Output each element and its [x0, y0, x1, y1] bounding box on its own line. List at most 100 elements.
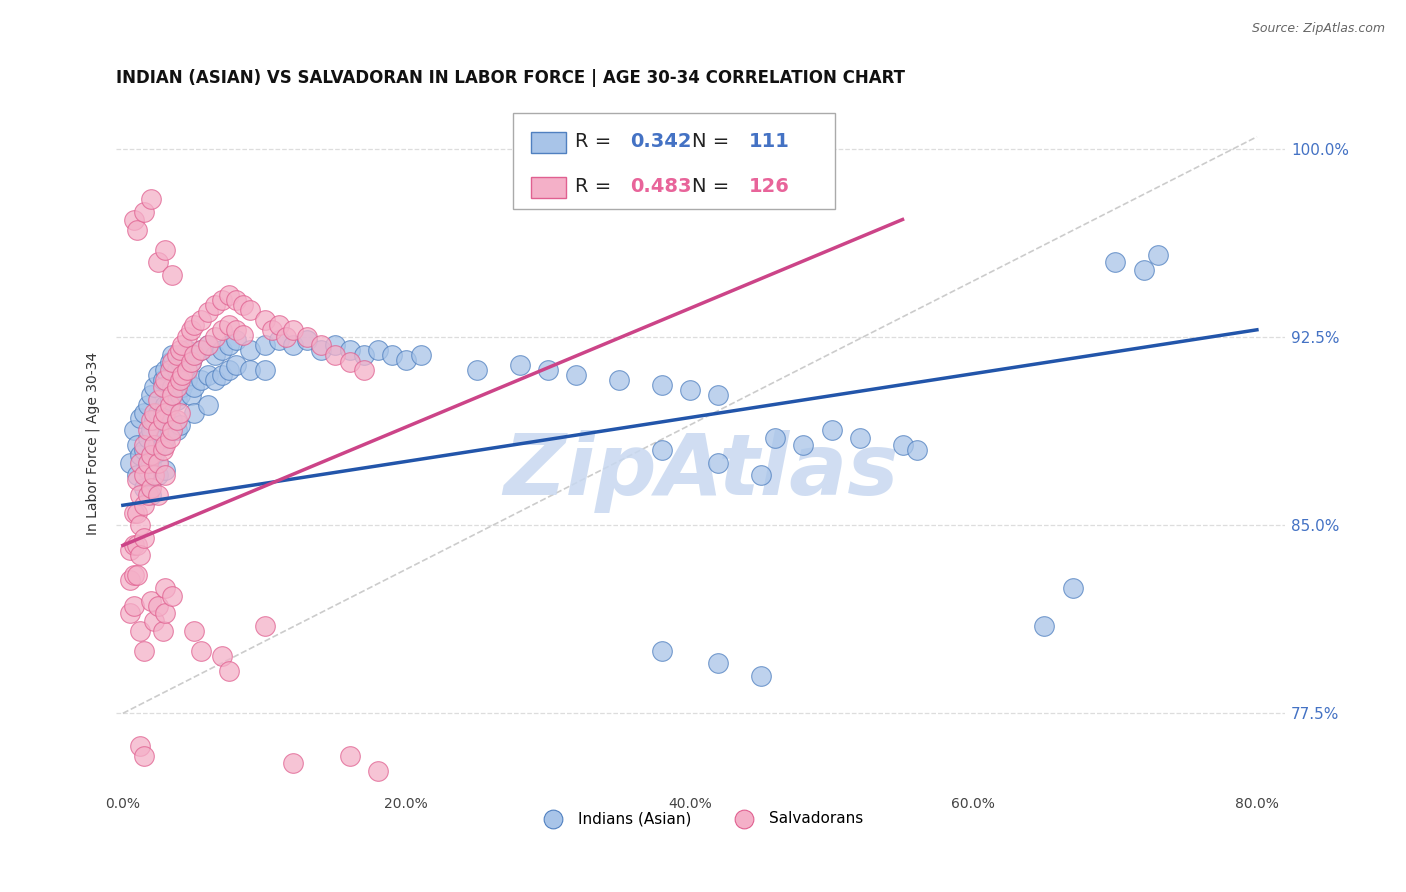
Point	[218, 363, 240, 377]
Point	[152, 380, 174, 394]
Point	[152, 413, 174, 427]
Point	[166, 363, 188, 377]
Point	[159, 423, 181, 437]
Point	[395, 352, 418, 367]
Point	[409, 348, 432, 362]
Point	[169, 405, 191, 419]
Point	[138, 431, 160, 445]
Point	[162, 348, 184, 362]
Point	[134, 205, 156, 219]
Point	[651, 443, 673, 458]
Point	[651, 643, 673, 657]
Point	[211, 343, 233, 357]
Point	[122, 599, 145, 613]
Point	[204, 348, 226, 362]
FancyBboxPatch shape	[531, 132, 567, 153]
Point	[128, 549, 150, 563]
Point	[180, 355, 202, 369]
Point	[159, 431, 181, 445]
Point	[176, 330, 198, 344]
Point	[159, 392, 181, 407]
Point	[141, 193, 163, 207]
Point	[143, 405, 166, 419]
Point	[155, 468, 177, 483]
Point	[232, 327, 254, 342]
Point	[152, 405, 174, 419]
Point	[792, 438, 814, 452]
Point	[169, 355, 191, 369]
Point	[155, 606, 177, 620]
Point	[162, 268, 184, 282]
Text: N =: N =	[692, 178, 735, 196]
Legend: Indians (Asian), Salvadorans: Indians (Asian), Salvadorans	[531, 805, 869, 832]
Point	[311, 343, 333, 357]
Point	[849, 431, 872, 445]
Point	[141, 448, 163, 462]
Point	[155, 438, 177, 452]
Text: Source: ZipAtlas.com: Source: ZipAtlas.com	[1251, 22, 1385, 36]
Point	[225, 323, 247, 337]
Text: R =: R =	[575, 132, 617, 152]
Point	[128, 739, 150, 753]
Point	[128, 448, 150, 462]
Point	[905, 443, 928, 458]
Point	[122, 538, 145, 552]
Point	[148, 456, 170, 470]
Point	[148, 405, 170, 419]
Point	[141, 593, 163, 607]
Point	[180, 323, 202, 337]
Point	[159, 398, 181, 412]
Point	[820, 423, 842, 437]
Point	[190, 373, 212, 387]
Point	[325, 348, 347, 362]
Point	[169, 343, 191, 357]
Point	[152, 438, 174, 452]
Point	[166, 413, 188, 427]
Text: ZipAtlas: ZipAtlas	[503, 430, 898, 513]
Point	[162, 380, 184, 394]
Point	[172, 380, 194, 394]
Point	[155, 581, 177, 595]
Point	[122, 212, 145, 227]
Point	[159, 363, 181, 377]
Point	[125, 506, 148, 520]
Point	[143, 413, 166, 427]
Point	[509, 358, 531, 372]
Point	[141, 388, 163, 402]
Point	[204, 298, 226, 312]
Point	[138, 398, 160, 412]
Point	[253, 312, 276, 326]
Point	[172, 348, 194, 362]
Point	[267, 318, 290, 332]
Point	[134, 643, 156, 657]
Point	[125, 568, 148, 582]
Point	[281, 756, 304, 771]
Point	[143, 448, 166, 462]
Point	[125, 473, 148, 487]
Point	[138, 423, 160, 437]
Point	[197, 398, 219, 412]
Text: 0.483: 0.483	[630, 178, 692, 196]
Point	[162, 589, 184, 603]
Point	[211, 293, 233, 307]
Point	[218, 664, 240, 678]
FancyBboxPatch shape	[513, 113, 835, 210]
Point	[169, 418, 191, 433]
Point	[211, 368, 233, 382]
Point	[749, 468, 772, 483]
Text: 0.342: 0.342	[630, 132, 692, 152]
Point	[353, 363, 375, 377]
Point	[138, 463, 160, 477]
Point	[1062, 581, 1084, 595]
Point	[211, 648, 233, 663]
Point	[367, 764, 389, 778]
Point	[295, 333, 318, 347]
Point	[679, 383, 702, 397]
Point	[183, 348, 205, 362]
Point	[253, 363, 276, 377]
Point	[225, 293, 247, 307]
Point	[162, 388, 184, 402]
Point	[197, 338, 219, 352]
Text: INDIAN (ASIAN) VS SALVADORAN IN LABOR FORCE | AGE 30-34 CORRELATION CHART: INDIAN (ASIAN) VS SALVADORAN IN LABOR FO…	[115, 69, 905, 87]
Point	[118, 543, 141, 558]
